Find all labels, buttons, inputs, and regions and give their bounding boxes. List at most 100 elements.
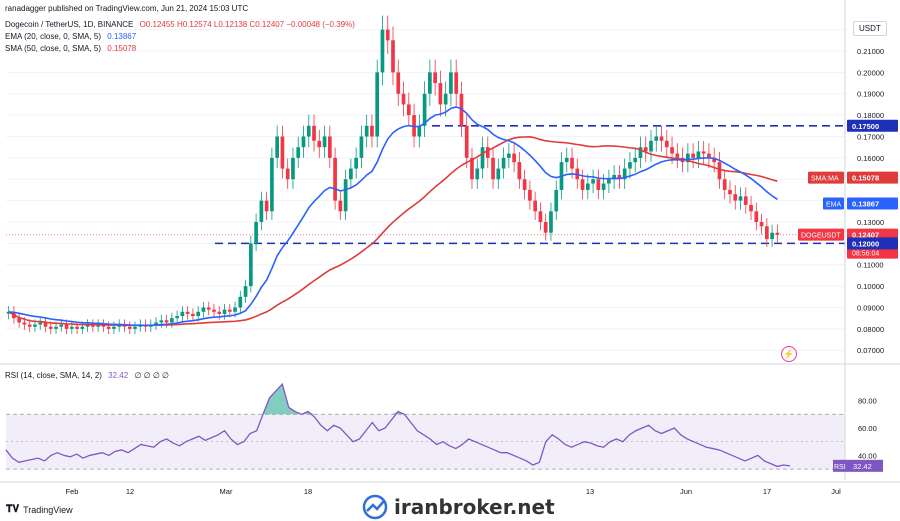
candle-body [338, 200, 343, 212]
price-badge: 0.15078 [852, 174, 879, 183]
time-tick-label: 17 [763, 487, 771, 496]
candle-body [470, 157, 474, 180]
candle-body [75, 326, 79, 329]
candle-body [154, 322, 158, 325]
candle-body [643, 147, 648, 152]
candle-body [543, 221, 548, 233]
candle-body [6, 311, 11, 314]
currency-button[interactable]: USDT [853, 21, 887, 36]
candle-body [428, 72, 432, 94]
candle-body [664, 140, 669, 148]
rsi-tag-bg [833, 459, 847, 472]
candle-body [607, 179, 611, 184]
candle-body [212, 309, 216, 312]
badge-tag-bg [798, 228, 844, 241]
ohlc-values: O0.12455 H0.12574 L0.12138 C0.12407 −0.0… [139, 20, 355, 29]
ema-legend[interactable]: EMA (20, close, 0, SMA, 5) 0.13867 [5, 32, 140, 42]
candle-body [401, 93, 406, 105]
candle-body [696, 151, 701, 158]
candle-body [170, 318, 174, 323]
rsi-tick-label: 60.00 [858, 424, 877, 433]
candle-body [691, 153, 695, 158]
tv-logo-icon: 𝐓𝐕 [6, 504, 20, 515]
candle-body [254, 221, 258, 244]
symbol-title: Dogecoin / TetherUS, 1D, BINANCE [5, 20, 134, 29]
candle-body [480, 147, 485, 169]
candle-body [512, 153, 516, 163]
symbol-line: Dogecoin / TetherUS, 1D, BINANCE O0.1245… [5, 20, 359, 30]
candle-body [475, 168, 480, 180]
price-badge: 0.13867 [852, 199, 879, 208]
rsi-overbought-fill [6, 384, 790, 415]
candle-body [48, 326, 53, 329]
sma-legend[interactable]: SMA (50, close, 0, SMA, 5) 0.15078 [5, 44, 140, 54]
grid [6, 29, 845, 351]
candle-body [628, 162, 632, 169]
candle-body [112, 326, 116, 329]
ema-label: EMA (20, close, 0, SMA, 5) [5, 32, 102, 41]
candle-body [717, 162, 722, 180]
candle-body [64, 324, 69, 329]
candle-body [585, 183, 590, 190]
candle-body [391, 40, 395, 73]
candle-body [285, 168, 290, 180]
price-tick-label: 0.08000 [857, 325, 884, 334]
ema-line [8, 106, 778, 327]
candle-body [233, 307, 237, 312]
candle-body [775, 232, 780, 235]
candle-body [686, 153, 690, 163]
lightning-icon[interactable]: ⚡ [781, 346, 797, 362]
candle-body [354, 157, 358, 169]
candle-body [370, 125, 374, 137]
price-badge: 0.12000 [852, 239, 879, 248]
price-tick-label: 0.18000 [857, 111, 884, 120]
time-tick-label: 18 [304, 487, 312, 496]
candle-body [617, 174, 622, 180]
rsi-legend[interactable]: RSI (14, close, SMA, 14, 2) 32.42 ∅ ∅ ∅ … [5, 371, 173, 381]
candle-body [106, 326, 111, 329]
price-axis: 0.220000.210000.200000.190000.180000.170… [0, 0, 900, 480]
candle-body [22, 322, 27, 325]
candle-body [222, 309, 227, 314]
rsi-line [5, 382, 791, 468]
candle-body [164, 320, 169, 323]
candle-body [749, 204, 753, 212]
globe-icon [362, 494, 388, 520]
candle-body [69, 326, 74, 329]
candle-body [659, 136, 664, 141]
candle-body [538, 211, 543, 222]
candle-body [227, 309, 232, 312]
candle-body [549, 211, 553, 233]
candle-body [185, 311, 190, 314]
price-badge-extra: 08:56:04 [852, 251, 879, 258]
badge-tag: EMA [826, 201, 842, 208]
candle-body [528, 189, 532, 201]
candle-body [443, 93, 448, 105]
candle-body [96, 324, 100, 327]
candle-body [264, 200, 269, 212]
rsi-tag: RSI [834, 464, 846, 471]
candle-body [738, 196, 743, 201]
time-tick-label: Jul [831, 487, 841, 496]
price-tick-label: 0.07000 [857, 346, 884, 355]
candle-body [396, 72, 401, 94]
price-badge: 0.17500 [852, 122, 879, 131]
badge-tag: SMA:MA [811, 176, 839, 183]
candle-body [85, 324, 90, 327]
candle-body [649, 140, 653, 152]
candle-body [280, 136, 285, 169]
rsi-band [6, 414, 845, 470]
candle-body [364, 125, 369, 137]
watermark: iranbroker.net [362, 494, 555, 520]
time-tick-label: Jun [680, 487, 692, 496]
tv-brand: TradingView [23, 504, 73, 515]
time-tick-label: Feb [66, 487, 79, 496]
candle-body [406, 104, 411, 116]
price-tick-label: 0.10000 [857, 282, 884, 291]
candle-body [754, 211, 759, 222]
badge-tag: DOGEUSDT [801, 233, 841, 240]
tradingview-logo[interactable]: 𝐓𝐕 TradingView [6, 504, 73, 515]
time-tick-label: 12 [126, 487, 134, 496]
candle-body [91, 324, 95, 327]
